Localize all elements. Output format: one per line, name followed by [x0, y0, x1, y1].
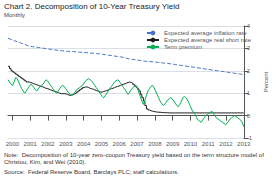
svg-text:2013: 2013	[237, 141, 251, 147]
svg-text:2003: 2003	[59, 141, 73, 147]
svg-text:Source: Federal Reserve Board: Source: Federal Reserve Board, Barclays …	[4, 169, 179, 175]
svg-text:Term premium: Term premium	[164, 44, 202, 50]
svg-text:Expected average real short ra: Expected average real short rate	[164, 37, 252, 43]
svg-text:2012: 2012	[219, 141, 233, 147]
svg-text:2005: 2005	[95, 141, 109, 147]
svg-text:2000: 2000	[6, 141, 20, 147]
svg-text:4: 4	[247, 23, 251, 29]
svg-text:2: 2	[247, 68, 251, 74]
svg-text:2011: 2011	[202, 141, 216, 147]
svg-text:Percent: Percent	[263, 71, 269, 92]
svg-text:Chart 2. Decomposition of 10-Y: Chart 2. Decomposition of 10-Year Treasu…	[4, 2, 179, 11]
svg-text:Expected average inflation rat: Expected average inflation rate	[164, 30, 247, 36]
svg-text:2006: 2006	[113, 141, 127, 147]
svg-text:Note: Decomposition of 10-yea: Note: Decomposition of 10-year zero-coup…	[4, 152, 265, 158]
svg-text:2010: 2010	[184, 141, 198, 147]
svg-text:2007: 2007	[130, 141, 144, 147]
svg-text:Christou, Kim, and Wei (2010).: Christou, Kim, and Wei (2010).	[4, 159, 86, 165]
svg-text:3: 3	[247, 45, 251, 51]
svg-text:-1: -1	[246, 135, 253, 141]
svg-text:2002: 2002	[41, 141, 55, 147]
svg-text:0: 0	[247, 113, 251, 119]
svg-text:2004: 2004	[77, 141, 91, 147]
svg-text:2001: 2001	[24, 141, 38, 147]
svg-text:2009: 2009	[166, 141, 180, 147]
svg-text:1: 1	[247, 90, 251, 96]
svg-text:Monthly: Monthly	[4, 12, 25, 18]
svg-text:2008: 2008	[148, 141, 162, 147]
